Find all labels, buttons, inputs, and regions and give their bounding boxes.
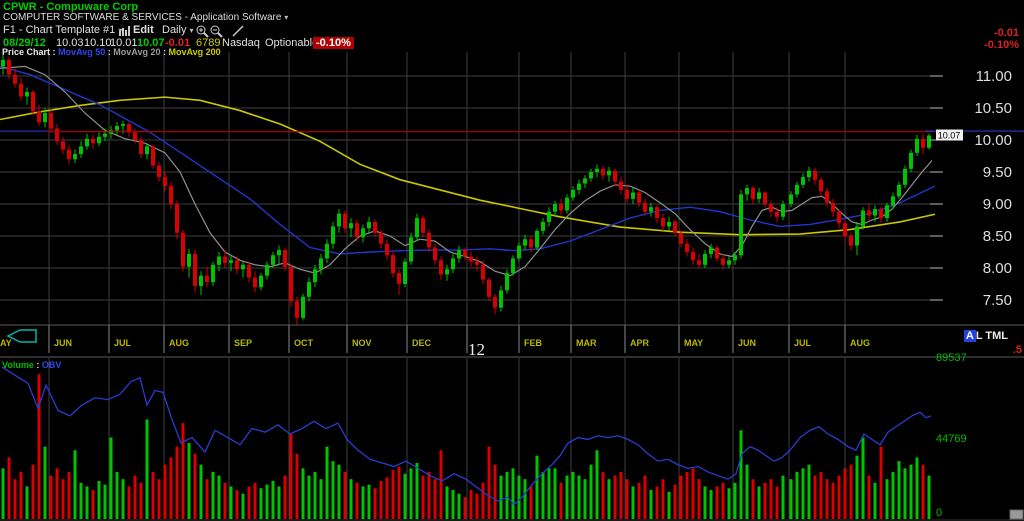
price-axis-label: 8.00 xyxy=(983,260,1012,277)
price-axis-label: 8.50 xyxy=(983,228,1012,245)
chart-extras xyxy=(6,329,1024,520)
month-label: JUL xyxy=(794,338,812,348)
month-label: APR xyxy=(630,338,650,348)
month-label: DEC xyxy=(412,338,432,348)
month-label: MAY xyxy=(684,338,703,348)
obv-line xyxy=(1,366,932,506)
quote-exchange: Nasdaq xyxy=(222,37,260,49)
volume-axis-label: 44769 xyxy=(936,433,967,445)
quote-low: 10.01 xyxy=(110,37,138,49)
volume-pane-legend: Volume : OBV xyxy=(2,360,62,370)
quote-close: 10.07 xyxy=(137,37,165,49)
sector-label: COMPUTER SOFTWARE & SERVICES - Applicati… xyxy=(3,12,282,23)
price-axis-label: 10.00 xyxy=(974,132,1012,149)
scroll-left-icon[interactable] xyxy=(6,329,37,343)
period-dropdown[interactable]: Daily ▾ xyxy=(162,24,194,36)
quote-date: 08/29/12 xyxy=(3,37,46,49)
month-label: AUG xyxy=(850,338,870,348)
quote-high: 10.10 xyxy=(84,37,112,49)
template-label: F1 - Chart Template #1 xyxy=(3,24,116,36)
legend-ma50: MovAvg 50 xyxy=(58,47,106,57)
month-label: NOV xyxy=(352,338,372,348)
ma50-line xyxy=(0,65,936,255)
alert-lines xyxy=(0,130,1024,133)
volume-label: Volume xyxy=(2,360,34,370)
price-axis-label: 11.00 xyxy=(976,68,1012,85)
sector-dropdown[interactable]: COMPUTER SOFTWARE & SERVICES - Applicati… xyxy=(3,12,288,23)
change-value: -0.01 xyxy=(993,27,1019,39)
symbol-title: CPWR - Compuware Corp xyxy=(3,1,139,13)
template-dropdown[interactable]: F1 - Chart Template #1 ▾ xyxy=(3,24,122,36)
price-axis-label: 7.50 xyxy=(983,292,1012,309)
quote-open: 10.03 xyxy=(56,37,84,49)
month-label: FEB xyxy=(524,338,543,348)
year-label: 12 xyxy=(468,340,485,359)
axis-labels: 11.00 10.50 10.00 9.50 9.00 8.50 8.00 7.50 10.07… xyxy=(0,68,1012,519)
chevron-down-icon: ▾ xyxy=(189,26,194,35)
jump-letter-highlight: A xyxy=(963,330,976,342)
last-price-tag xyxy=(936,129,963,141)
legend-price-chart: Price Chart xyxy=(2,47,51,57)
month-label: MAR xyxy=(576,338,597,348)
obv-line xyxy=(1,366,932,506)
grid-lines xyxy=(0,52,1024,521)
legend-ma20: MovAvg 20 xyxy=(113,47,161,57)
ma20-line xyxy=(0,65,933,277)
last-price-tag-text: 10.07 xyxy=(938,131,961,141)
month-label: JUL xyxy=(114,338,132,348)
chevron-down-icon: ▾ xyxy=(118,26,123,35)
volume-axis-label: 0 xyxy=(936,507,942,519)
price-axis-label: 9.00 xyxy=(983,196,1012,213)
quote-change: -0.01 xyxy=(165,37,191,49)
volume-bars xyxy=(1,374,931,519)
volume-axis-label: 89537 xyxy=(936,352,967,364)
moving-average-lines xyxy=(0,65,936,277)
resize-handle[interactable] xyxy=(1009,509,1024,520)
month-label: AY xyxy=(0,338,12,348)
month-label: JUN xyxy=(738,338,756,348)
month-label: AUG xyxy=(169,338,189,348)
obv-label: OBV xyxy=(41,360,62,370)
month-label: SEP xyxy=(234,338,252,348)
price-axis-label: 9.50 xyxy=(983,164,1012,181)
price-axis-label: 10.50 xyxy=(974,100,1012,117)
optionable-label: Optionable xyxy=(265,37,319,49)
pane-legend: Price Chart : MovAvg 50 : MovAvg 20 : Mo… xyxy=(2,47,221,57)
change-percent: -0.10% xyxy=(984,39,1019,51)
month-label: JUN xyxy=(54,338,72,348)
percent-change-badge: -0.10% xyxy=(313,37,354,49)
chevron-down-icon: ▾ xyxy=(284,13,289,22)
candlestick-series xyxy=(1,54,931,325)
edit-button[interactable]: Edit xyxy=(133,24,154,36)
month-label: OCT xyxy=(294,338,314,348)
ma200-line xyxy=(0,96,936,236)
quote-volume: 6789 xyxy=(196,37,221,49)
period-label: Daily xyxy=(162,24,187,36)
partial-price-text: .5 xyxy=(1012,344,1022,356)
legend-ma200: MovAvg 200 xyxy=(168,47,221,57)
